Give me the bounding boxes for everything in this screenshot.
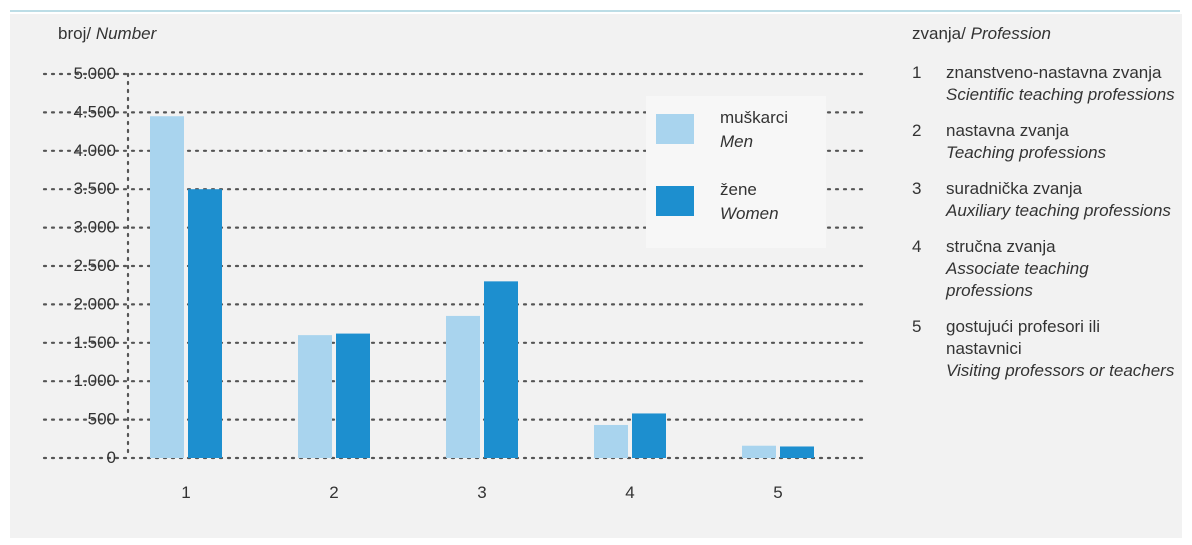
profession-name-en: Scientific teaching professions <box>946 85 1175 104</box>
bar-men <box>446 315 480 458</box>
legend-label-women-en: Women <box>720 204 779 223</box>
y-tick-label: 500 <box>88 410 116 429</box>
x-tick-label: 5 <box>773 483 782 502</box>
profession-name-en: Auxiliary teaching professions <box>946 201 1171 220</box>
bar-women <box>188 189 222 458</box>
y-tick-label: 3.000 <box>73 218 116 237</box>
profession-number: 2 <box>912 121 922 140</box>
legend-item-men: muškarci Men <box>656 106 788 154</box>
bar-men <box>742 445 776 458</box>
bar-men <box>298 335 332 458</box>
legend-item-women: žene Women <box>656 178 779 226</box>
x-tick-label: 4 <box>625 483 634 502</box>
profession-title-hr: zvanja/ <box>912 24 966 43</box>
profession-name-en: Visiting professors or teachers <box>946 361 1175 380</box>
profession-name-hr: stručna zvanja <box>946 237 1056 256</box>
x-tick-label: 2 <box>329 483 338 502</box>
bar-chart: 0 500 1.000 1.500 2.000 2.500 3.000 3.500 4.000 4… <box>42 64 870 502</box>
legend-swatch-men <box>656 114 694 144</box>
y-axis-label: broj/ Number <box>58 24 156 44</box>
y-tick-label: 2.000 <box>73 294 116 313</box>
chart-legend: muškarci Men žene Women <box>646 96 826 248</box>
profession-legend: zvanja/ Profession 1 znanstveno-nastavna… <box>912 24 1180 396</box>
top-rule <box>10 10 1180 12</box>
profession-name-hr: znanstveno-nastavna zvanja <box>946 63 1162 82</box>
profession-item-2: 2 nastavna zvanja Teaching professions <box>912 120 1180 164</box>
profession-name-hr: nastavna zvanja <box>946 121 1069 140</box>
profession-item-5: 5 gostujući profesori ili nastavnici Vis… <box>912 316 1180 382</box>
y-tick-label: 3.500 <box>73 179 116 198</box>
profession-number: 3 <box>912 179 922 198</box>
profession-name-en: Teaching professions <box>946 143 1107 162</box>
profession-number: 4 <box>912 237 922 256</box>
legend-swatch-women <box>656 186 694 216</box>
profession-item-4: 4 stručna zvanja Associate teaching prof… <box>912 236 1180 302</box>
y-tick-label: 4.000 <box>73 141 116 160</box>
bar-women <box>336 333 370 458</box>
y-axis-label-hr: broj/ <box>58 24 92 43</box>
profession-number: 1 <box>912 63 922 82</box>
bar-men <box>150 116 184 459</box>
y-axis-label-en: Number <box>95 24 157 43</box>
y-tick-label: 0 <box>107 448 116 467</box>
y-tick-label: 2.500 <box>73 256 116 275</box>
profession-name-hr: gostujući profesori ili nastavnici <box>946 317 1101 358</box>
profession-item-3: 3 suradnička zvanja Auxiliary teaching p… <box>912 178 1180 222</box>
profession-number: 5 <box>912 317 922 336</box>
y-tick-label: 1.000 <box>73 371 116 390</box>
bar-men <box>594 424 628 458</box>
x-tick-label: 3 <box>477 483 486 502</box>
profession-legend-title: zvanja/ Profession <box>912 24 1180 44</box>
legend-label-women: žene <box>720 180 757 199</box>
bar-women <box>780 446 814 458</box>
y-tick-label: 5.000 <box>73 64 116 83</box>
x-tick-label: 1 <box>181 483 190 502</box>
legend-label-men: muškarci <box>720 108 789 127</box>
profession-item-1: 1 znanstveno-nastavna zvanja Scientific … <box>912 62 1180 106</box>
legend-label-men-en: Men <box>720 132 754 151</box>
bar-women <box>632 413 666 458</box>
y-tick-label: 4.500 <box>73 102 116 121</box>
bar-women <box>484 281 518 458</box>
y-tick-label: 1.500 <box>73 333 116 352</box>
profession-name-en: Associate teaching professions <box>946 259 1089 300</box>
profession-name-hr: suradnička zvanja <box>946 179 1083 198</box>
profession-title-en: Profession <box>970 24 1051 43</box>
